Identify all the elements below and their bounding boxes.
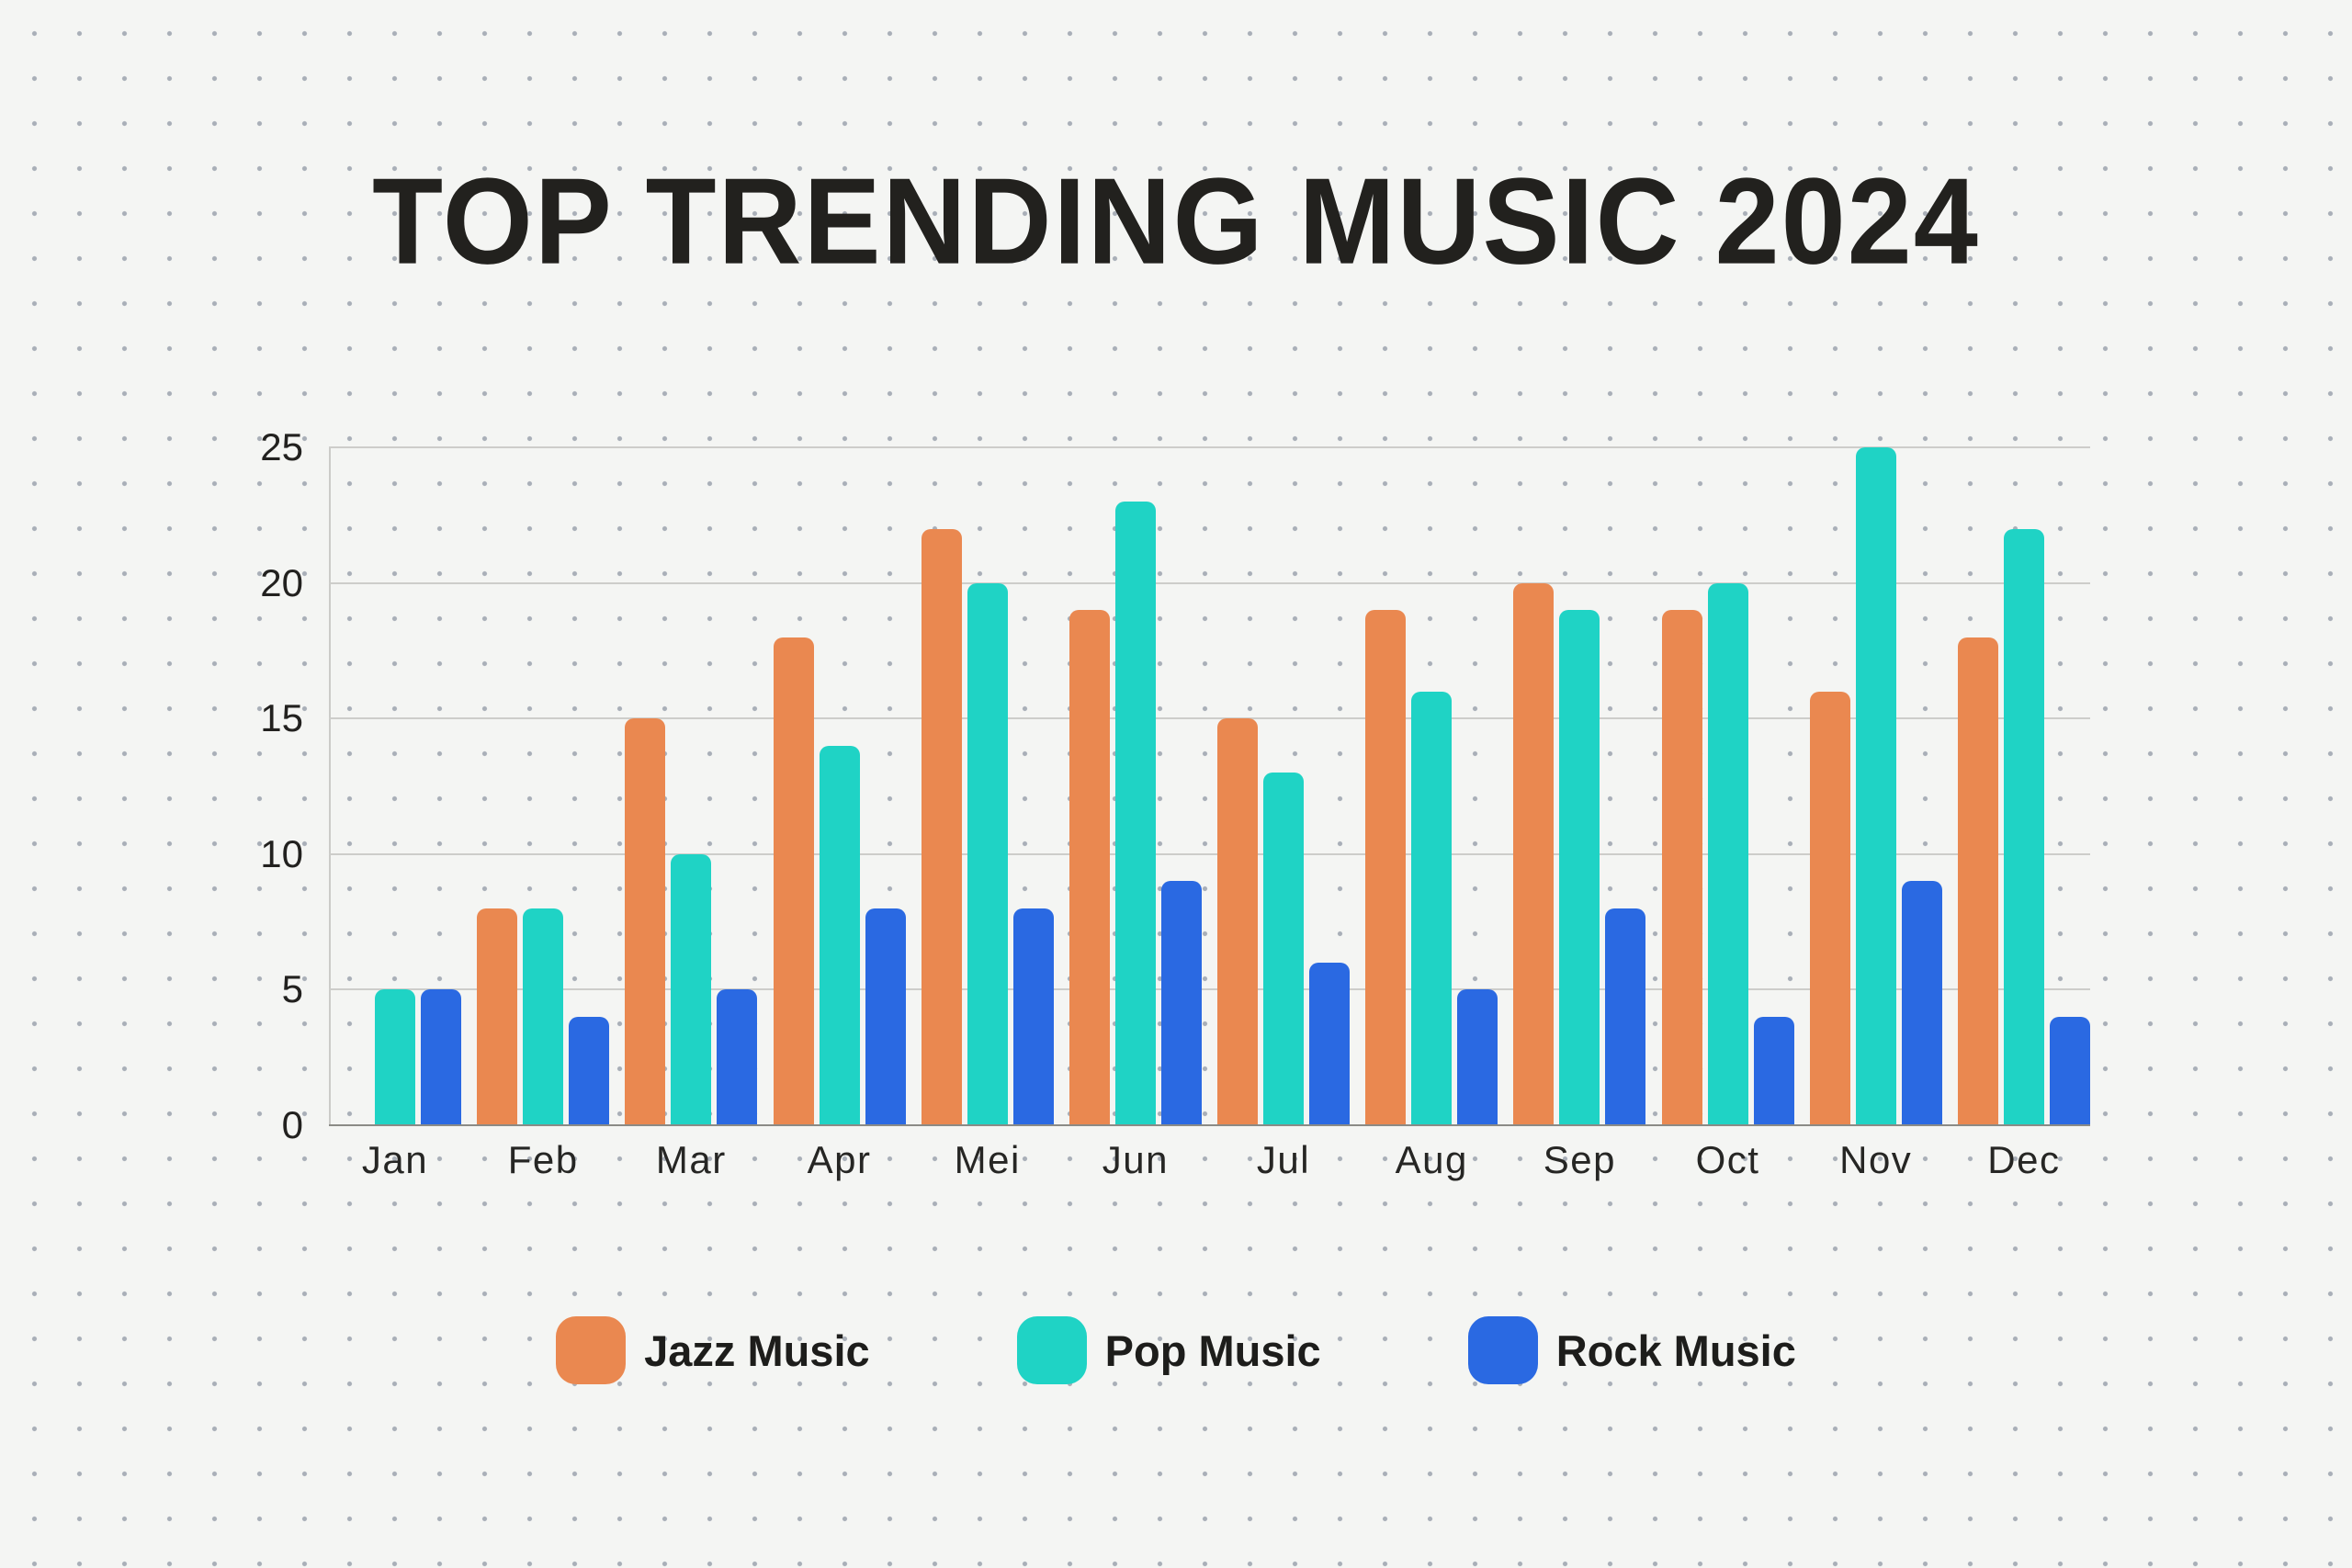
bar-group-sep [1513, 447, 1646, 1125]
legend-item-jazz: Jazz Music [556, 1316, 870, 1384]
legend-label-jazz: Jazz Music [644, 1325, 870, 1375]
bar-pop-aug [1411, 691, 1453, 1125]
bar-pop-jun [1114, 502, 1156, 1125]
y-tick-label-15: 15 [260, 696, 303, 740]
bar-rock-feb [569, 1016, 610, 1125]
bar-rock-mei [1012, 908, 1054, 1125]
bar-pop-mar [671, 853, 712, 1125]
bar-pop-apr [819, 745, 860, 1125]
bar-group-mei [921, 447, 1054, 1125]
bar-pop-mei [967, 582, 1008, 1125]
x-tick-label-sep: Sep [1543, 1138, 1616, 1181]
bar-jazz-mei [921, 528, 962, 1125]
bar-rock-dec [2049, 1016, 2090, 1125]
bar-rock-apr [865, 908, 906, 1125]
bar-jazz-mar [625, 718, 666, 1125]
bar-group-jul [1217, 447, 1351, 1125]
bar-group-jun [1069, 447, 1202, 1125]
bar-pop-jul [1263, 773, 1305, 1125]
y-tick-label-10: 10 [260, 831, 303, 875]
bar-rock-aug [1457, 989, 1498, 1125]
bar-rock-jun [1160, 881, 1202, 1125]
legend-swatch-jazz [556, 1316, 627, 1384]
bar-rock-nov [1901, 881, 1942, 1125]
chart-title: TOP TRENDING MUSIC 2024 [372, 152, 1980, 290]
legend-item-rock: Rock Music [1467, 1316, 1796, 1384]
bar-group-aug [1365, 447, 1498, 1125]
y-tick-label-5: 5 [281, 967, 303, 1011]
bar-rock-sep [1605, 908, 1646, 1125]
bar-pop-sep [1559, 610, 1600, 1125]
x-tick-label-aug: Aug [1395, 1138, 1468, 1181]
bar-group-nov [1809, 447, 1942, 1125]
bar-group-oct [1661, 447, 1794, 1125]
x-tick-label-mei: Mei [954, 1138, 1021, 1181]
x-tick-label-dec: Dec [1987, 1138, 2061, 1181]
gridline-25 [329, 446, 2090, 448]
bar-jazz-nov [1809, 691, 1850, 1125]
bar-jazz-aug [1365, 610, 1407, 1125]
x-tick-label-jun: Jun [1102, 1138, 1169, 1181]
bar-jazz-apr [773, 637, 814, 1125]
y-axis-line [329, 447, 331, 1125]
bar-jazz-jul [1217, 718, 1259, 1125]
bar-pop-oct [1707, 582, 1748, 1125]
x-tick-label-jan: Jan [361, 1138, 429, 1181]
bar-rock-jul [1309, 962, 1351, 1125]
legend-swatch-rock [1467, 1316, 1538, 1384]
bar-jazz-oct [1661, 610, 1702, 1125]
x-tick-label-feb: Feb [507, 1138, 579, 1181]
gridline-5 [329, 988, 2090, 991]
bar-jazz-feb [477, 908, 518, 1125]
bar-pop-dec [2003, 528, 2044, 1125]
x-tick-label-jul: Jul [1256, 1138, 1311, 1181]
bar-pop-feb [523, 908, 564, 1125]
legend: Jazz Music Pop Music Rock Music [0, 1316, 2352, 1384]
legend-item-pop: Pop Music [1016, 1316, 1321, 1384]
bar-group-feb [477, 447, 610, 1125]
bar-pop-jan [375, 989, 415, 1125]
x-tick-label-apr: Apr [807, 1138, 872, 1181]
bars [329, 447, 2090, 1125]
bar-rock-mar [717, 989, 758, 1125]
y-tick-label-20: 20 [260, 560, 303, 604]
gridline-20 [329, 581, 2090, 584]
x-axis-labels: Jan Feb Mar Apr Mei Jun Jul Aug Sep Oct Nov Dec [329, 1138, 2090, 1182]
gridline-15 [329, 717, 2090, 720]
legend-swatch-pop [1016, 1316, 1087, 1384]
y-tick-label-0: 0 [281, 1103, 303, 1146]
y-tick-label-25: 25 [260, 425, 303, 468]
legend-label-pop: Pop Music [1104, 1325, 1321, 1375]
bar-jazz-jun [1069, 610, 1110, 1125]
gridline-10 [329, 852, 2090, 855]
bar-group-dec [1957, 447, 2090, 1125]
bar-pop-nov [1855, 447, 1896, 1125]
bar-group-mar [625, 447, 758, 1125]
bar-group-jan [329, 447, 461, 1125]
legend-label-rock: Rock Music [1555, 1325, 1796, 1375]
bar-group-apr [773, 447, 906, 1125]
x-tick-label-oct: Oct [1695, 1138, 1760, 1181]
bar-jazz-dec [1957, 637, 1998, 1125]
bar-rock-jan [421, 989, 461, 1125]
bar-jazz-sep [1513, 582, 1555, 1125]
plot-area: 0 5 10 15 20 25 Jan Feb Mar Apr Mei Jun Jul Aug Sep Oc… [260, 425, 2090, 1181]
bar-rock-oct [1753, 1016, 1794, 1125]
x-tick-label-mar: Mar [655, 1138, 727, 1181]
gridline-0 [329, 1124, 2090, 1126]
x-tick-label-nov: Nov [1839, 1138, 1913, 1181]
